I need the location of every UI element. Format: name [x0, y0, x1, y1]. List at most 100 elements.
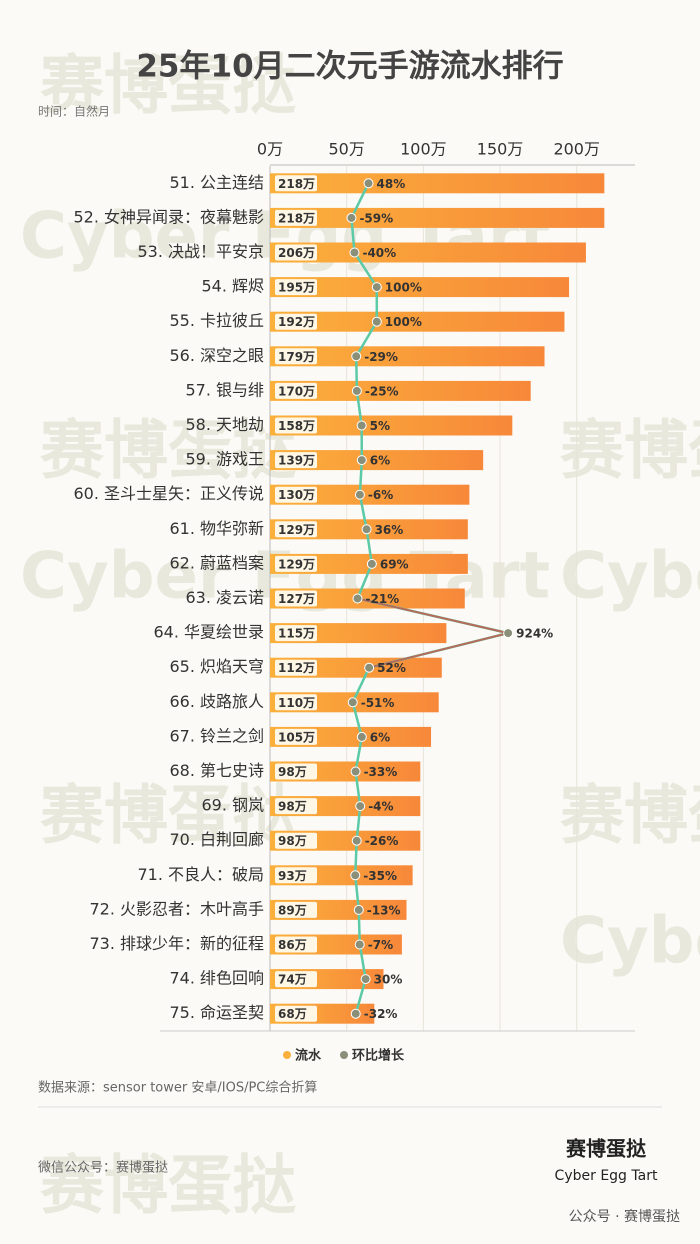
value-label: 206万: [278, 246, 315, 260]
growth-label: 6%: [370, 730, 390, 744]
bar: [270, 484, 470, 505]
value-label-bg: [275, 694, 317, 711]
growth-label: -4%: [368, 800, 393, 814]
growth-label: 100%: [385, 315, 422, 329]
growth-label: 48%: [377, 177, 406, 191]
logo-en: Cyber Egg Tart: [555, 1168, 658, 1184]
growth-marker: [352, 593, 363, 604]
growth-marker: [354, 939, 365, 950]
growth-marker: [351, 351, 362, 362]
legend-label: 流水: [295, 1048, 322, 1064]
growth-label: -40%: [362, 246, 396, 260]
y-tick-label: 66. 歧路旅人: [169, 692, 264, 711]
growth-marker: [354, 489, 365, 500]
y-tick-label: 61. 物华弥新: [169, 519, 264, 538]
y-tick-label: 52. 女神异闻录：夜幕魅影: [73, 207, 264, 226]
watermark: 赛博蛋挞: [560, 780, 700, 854]
value-label-bg: [275, 659, 317, 676]
growth-marker: [371, 316, 382, 327]
bar: [270, 277, 570, 298]
x-tick-label: 100万: [400, 140, 447, 159]
bar: [270, 450, 484, 471]
y-tick-label: 57. 银与绯: [185, 380, 264, 399]
growth-marker: [366, 558, 377, 569]
subtitle: 时间：自然月: [38, 104, 110, 119]
value-label: 218万: [278, 177, 315, 191]
y-tick-label: 62. 蔚蓝档案: [169, 553, 264, 572]
growth-label: -32%: [364, 1007, 398, 1021]
value-label-bg: [275, 625, 317, 642]
bar: [270, 380, 531, 401]
growth-marker: [350, 870, 361, 881]
value-label: 112万: [278, 661, 315, 675]
value-label-bg: [275, 555, 317, 572]
logo: 赛博蛋挞: [565, 1137, 647, 1161]
watermark: Cyber Egg Tart: [560, 540, 700, 614]
value-label-bg: [275, 417, 317, 434]
growth-label: 69%: [380, 557, 409, 571]
value-label-bg: [275, 382, 317, 399]
growth-label: -29%: [364, 350, 398, 364]
growth-marker: [353, 904, 364, 915]
value-label-bg: [275, 728, 317, 745]
watermark: 赛博蛋挞: [560, 415, 700, 489]
value-label: 170万: [278, 384, 315, 398]
value-label: 195万: [278, 281, 315, 295]
legend-swatch: [283, 1051, 291, 1059]
value-label: 179万: [278, 350, 315, 364]
value-label: 139万: [278, 454, 315, 468]
growth-marker: [346, 212, 357, 223]
growth-label: 6%: [370, 454, 390, 468]
growth-label: -59%: [359, 211, 393, 225]
y-tick-label: 54. 辉烬: [201, 277, 264, 296]
y-tick-label: 58. 天地劫: [185, 415, 264, 434]
growth-marker: [350, 1008, 361, 1019]
growth-label: -26%: [365, 834, 399, 848]
value-label-bg: [275, 901, 317, 918]
value-label-bg: [275, 348, 317, 365]
growth-label: -6%: [368, 488, 393, 502]
y-tick-label: 72. 火影忍者：木叶高手: [89, 899, 264, 918]
value-label: 130万: [278, 488, 315, 502]
value-label: 68万: [278, 1007, 307, 1021]
growth-marker: [360, 974, 371, 985]
growth-label: -21%: [366, 592, 400, 606]
legend-swatch: [340, 1051, 348, 1059]
growth-marker: [356, 420, 367, 431]
y-tick-label: 55. 卡拉彼丘: [169, 311, 264, 330]
growth-label: 36%: [375, 523, 404, 537]
watermark: 赛博蛋挞: [40, 50, 296, 124]
value-label: 93万: [278, 869, 307, 883]
growth-label: 30%: [374, 973, 403, 987]
x-tick-label: 50万: [328, 140, 364, 159]
x-tick-label: 200万: [553, 140, 600, 159]
watermark: 赛博蛋挞: [40, 1150, 296, 1224]
growth-marker: [364, 662, 375, 673]
growth-label: -13%: [367, 903, 401, 917]
growth-label: -7%: [368, 938, 393, 952]
y-tick-label: 63. 凌云诺: [185, 588, 264, 607]
value-label-bg: [275, 452, 317, 469]
growth-label: 5%: [370, 419, 390, 433]
value-label-bg: [275, 867, 317, 884]
growth-marker: [503, 628, 514, 639]
value-label-bg: [275, 486, 317, 503]
growth-label: 52%: [377, 661, 406, 675]
x-tick-label: 0万: [257, 140, 283, 159]
bar: [270, 588, 465, 609]
value-label-bg: [275, 521, 317, 538]
value-label: 115万: [278, 627, 315, 641]
value-label: 127万: [278, 592, 315, 606]
y-tick-label: 73. 排球少年：新的征程: [89, 934, 264, 953]
value-label-bg: [275, 313, 317, 330]
y-tick-label: 71. 不良人：破局: [137, 865, 264, 884]
growth-marker: [351, 835, 362, 846]
y-tick-label: 68. 第七史诗: [169, 761, 264, 780]
value-label-bg: [275, 936, 317, 953]
watermark: 赛博蛋挞: [40, 780, 296, 854]
chart-title: 25年10月二次元手游流水排行: [136, 49, 563, 85]
y-tick-label: 53. 决战！平安京: [137, 242, 264, 261]
value-label: 110万: [278, 696, 315, 710]
y-tick-label: 59. 游戏王: [185, 450, 264, 469]
